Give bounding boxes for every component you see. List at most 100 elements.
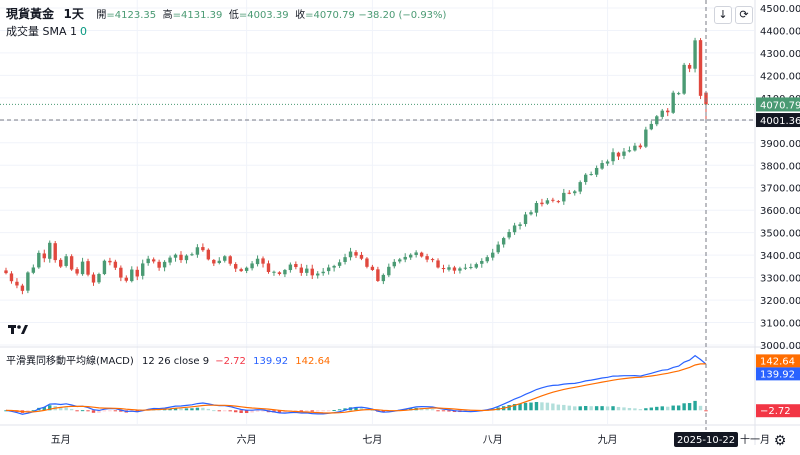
symbol-name[interactable]: 現貨黃金: [6, 7, 55, 21]
time-axis[interactable]: 五月六月七月八月九月十月十一月: [51, 433, 770, 446]
price-tick-label: 4300.00: [760, 49, 800, 60]
candle-body: [441, 267, 446, 270]
macd-hist-bar: [583, 406, 588, 411]
macd-hist-bar: [425, 408, 429, 411]
macd-hist-bar: [69, 408, 74, 411]
close-label: 收: [295, 10, 306, 21]
candle: [627, 146, 632, 153]
macd-hist-bar: [644, 408, 648, 411]
candle-body: [376, 269, 380, 281]
candle: [436, 258, 440, 269]
candle-body: [201, 247, 205, 251]
macd-hist-bar: [666, 406, 670, 411]
candle: [228, 255, 232, 266]
price-axis[interactable]: 3000.00 3100.00 3200.00 3300.00 3400.00 3500.…: [760, 4, 800, 383]
candle-body: [594, 167, 599, 175]
candle: [244, 266, 249, 274]
candle: [124, 275, 129, 283]
candle: [573, 189, 577, 196]
candle-body: [638, 145, 643, 148]
candle-body: [162, 261, 167, 268]
macd-hist-bar: [447, 410, 451, 412]
candle: [545, 198, 550, 205]
candle-body: [507, 231, 511, 238]
candle: [146, 255, 150, 266]
candle: [97, 272, 101, 284]
candle-body: [419, 252, 424, 257]
candle: [206, 248, 211, 261]
candle: [392, 259, 396, 269]
candle: [512, 222, 517, 235]
candle-body: [540, 202, 544, 205]
candle-body: [611, 152, 615, 162]
macd-hist-bar: [627, 407, 632, 411]
candle-body: [403, 256, 407, 260]
candle-body: [102, 260, 107, 275]
macd-line-badge: [756, 367, 800, 381]
candle: [283, 268, 287, 278]
candle: [102, 259, 107, 276]
candle-body: [529, 212, 533, 215]
candle: [108, 257, 112, 266]
candle: [463, 263, 468, 270]
candle-body: [398, 259, 402, 262]
candle: [86, 258, 90, 277]
candle-body: [348, 251, 353, 258]
current-price-label: 4070.79: [760, 100, 800, 111]
current-price-badge: [756, 97, 800, 112]
macd-hist-bar: [299, 410, 304, 412]
macd-hist-value: −2.72: [215, 356, 246, 367]
candle-body: [261, 258, 265, 264]
candle: [370, 264, 375, 271]
macd-hist-bar: [102, 410, 107, 412]
candle: [562, 188, 566, 205]
tradingview-logo: [8, 325, 28, 334]
candle: [403, 253, 407, 263]
candle: [20, 283, 25, 295]
candle: [91, 272, 96, 286]
candle: [638, 143, 643, 150]
macd-hist-bar: [91, 410, 96, 413]
candle-body: [616, 152, 621, 157]
macd-hist-bar: [687, 403, 692, 411]
candle: [452, 265, 457, 274]
macd-legend[interactable]: 平滑異同移動平均線(MACD) 12 26 close 9 −2.72 139.…: [6, 355, 334, 369]
volume-value: 0: [80, 25, 87, 38]
macd-hist-bar: [605, 406, 610, 411]
candle-body: [184, 255, 189, 261]
candle-body: [556, 201, 561, 203]
reset-chart-button[interactable]: ⟳: [735, 6, 753, 24]
time-tick-label: 七月: [362, 434, 382, 446]
price-tick-label: 3100.00: [760, 319, 800, 330]
settings-gear-icon[interactable]: ⚙: [773, 433, 787, 449]
candle-body: [217, 260, 221, 264]
price-tick-label: 3500.00: [760, 229, 800, 240]
candle-body: [567, 192, 571, 194]
candle: [600, 160, 604, 170]
candle: [666, 108, 670, 117]
macd-hist-bar: [26, 410, 30, 412]
candle: [168, 255, 172, 266]
candle-body: [545, 200, 550, 204]
candle: [37, 250, 41, 269]
low-value: =4003.39: [238, 10, 289, 21]
macd-hist-bar: [173, 408, 178, 411]
macd-line-badge-label: 139.92: [760, 369, 795, 380]
scroll-down-button[interactable]: ↓: [714, 6, 732, 24]
candles: [4, 37, 708, 295]
candle: [64, 253, 68, 268]
candle-body: [414, 252, 418, 256]
logo-dot: [17, 325, 21, 329]
candle-body: [97, 274, 101, 283]
candle-body: [20, 285, 25, 291]
macd-hist-bar: [255, 410, 260, 412]
candle: [212, 259, 216, 267]
candle-body: [173, 254, 178, 258]
interval-label[interactable]: 1天: [63, 7, 84, 21]
macd-hist-bar: [119, 410, 123, 412]
candle: [179, 251, 183, 263]
candle-body: [343, 257, 347, 262]
